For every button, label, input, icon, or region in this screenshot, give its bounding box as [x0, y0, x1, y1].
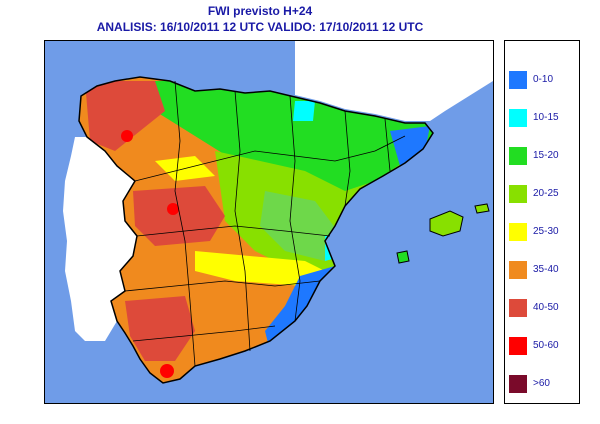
- legend-swatch: [509, 185, 527, 203]
- legend-label: >60: [533, 378, 550, 389]
- legend-label: 25-30: [533, 226, 559, 237]
- spain-outline: [78, 76, 434, 384]
- legend-swatch: [509, 223, 527, 241]
- fwi-map: [44, 40, 494, 404]
- legend-swatch: [509, 261, 527, 279]
- legend-item: 15-20: [509, 147, 579, 167]
- legend-label: 10-15: [533, 112, 559, 123]
- legend-item: 20-25: [509, 185, 579, 205]
- portugal-area: [63, 137, 137, 341]
- analysis-validity-subtitle: ANALISIS: 16/10/2011 12 UTC VALIDO: 17/1…: [96, 20, 424, 34]
- legend-item: 25-30: [509, 223, 579, 243]
- legend-item: 35-40: [509, 261, 579, 281]
- legend-swatch: [509, 375, 527, 393]
- legend-swatch: [509, 337, 527, 355]
- legend-item: >60: [509, 375, 579, 395]
- legend-label: 40-50: [533, 302, 559, 313]
- ibiza-island: [396, 250, 410, 264]
- legend-item: 0-10: [509, 71, 579, 91]
- province-borders: [124, 80, 406, 367]
- legend-label: 50-60: [533, 340, 559, 351]
- legend-item: 10-15: [509, 109, 579, 129]
- legend-label: 35-40: [533, 264, 559, 275]
- legend-swatch: [509, 71, 527, 89]
- legend-label: 15-20: [533, 150, 559, 161]
- legend-swatch: [509, 147, 527, 165]
- mallorca-island: [429, 210, 464, 237]
- map-title: FWI previsto H+24: [207, 4, 313, 18]
- legend-swatch: [509, 299, 527, 317]
- legend-item: 50-60: [509, 337, 579, 357]
- legend: 0-10 10-15 15-20 20-25 25-30 35-40 40-50…: [504, 40, 580, 404]
- legend-item: 40-50: [509, 299, 579, 319]
- france-area: [295, 41, 493, 121]
- menorca-island: [474, 203, 490, 214]
- legend-swatch: [509, 109, 527, 127]
- legend-label: 20-25: [533, 188, 559, 199]
- legend-label: 0-10: [533, 74, 554, 85]
